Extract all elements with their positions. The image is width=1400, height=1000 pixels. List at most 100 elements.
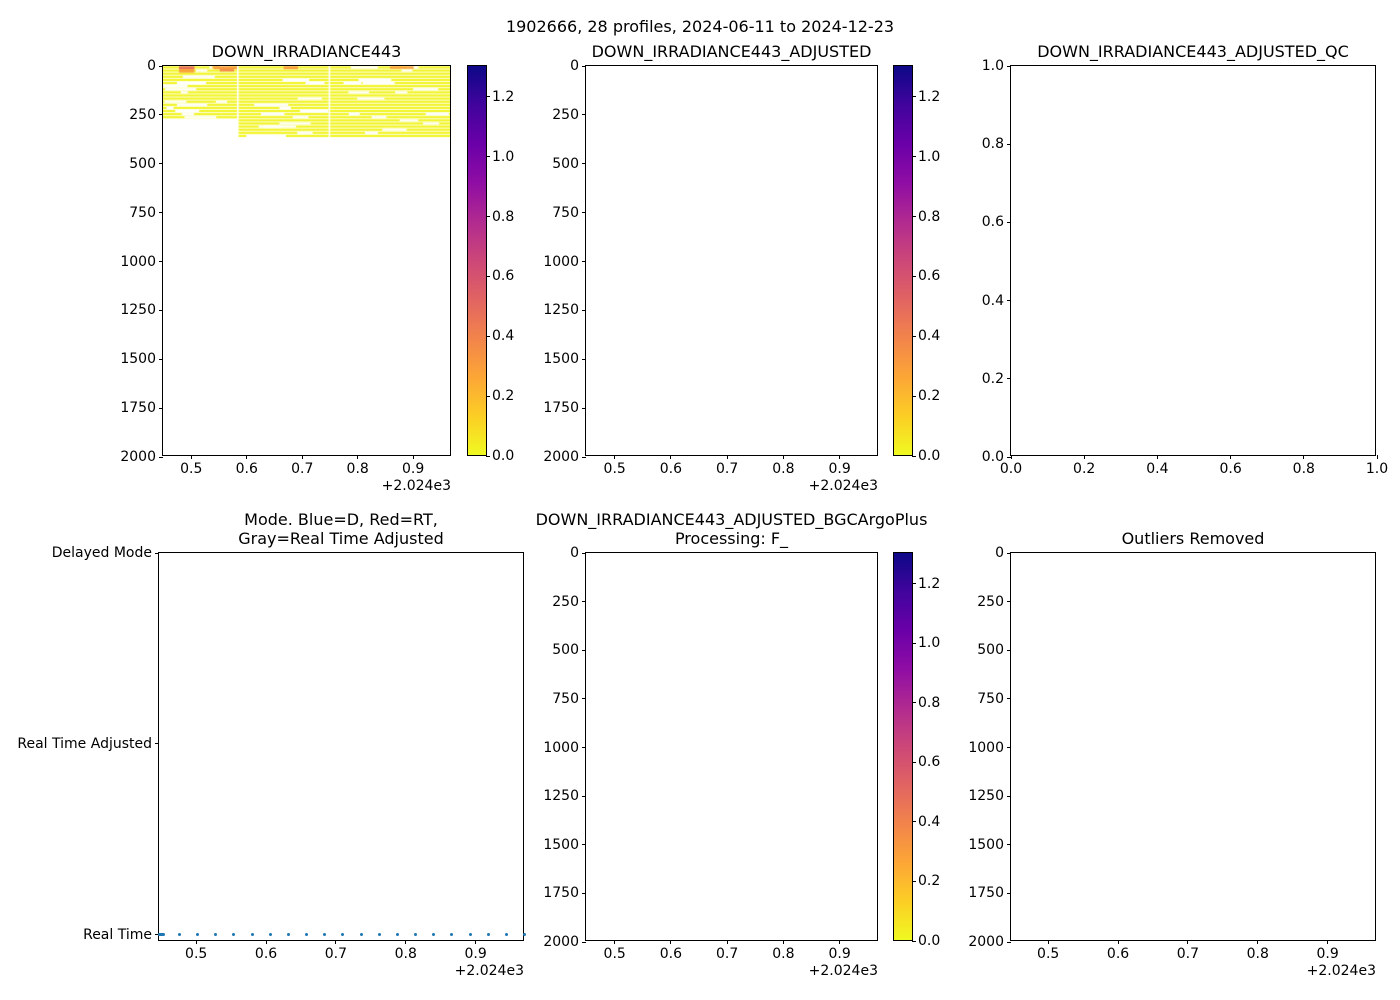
x-tick-mark bbox=[1230, 455, 1232, 459]
x-tick-label: 0.5 bbox=[603, 461, 626, 477]
y-tick-label: 1000 bbox=[543, 739, 579, 756]
colorbar-tick-mark bbox=[486, 395, 490, 397]
profile-mode-dot bbox=[359, 933, 363, 937]
x-tick-label: 0.9 bbox=[402, 461, 425, 477]
profile-mode-dot bbox=[286, 933, 290, 937]
x-tick-mark bbox=[412, 455, 414, 459]
x-tick-mark bbox=[1376, 455, 1378, 459]
panel-title-line: DOWN_IRRADIANCE443_ADJUSTED_QC bbox=[1037, 42, 1349, 61]
y-tick-label: 0.2 bbox=[981, 370, 1004, 387]
y-tick-label: 2000 bbox=[543, 934, 579, 950]
y-tick-label: 250 bbox=[552, 593, 579, 610]
colorbar-down-irradiance443-adjusted: 0.0 0.2 0.4 0.6 0.8 1.0 1.2 bbox=[893, 65, 940, 464]
y-tick-mark bbox=[582, 552, 586, 554]
profile-mode-dot bbox=[377, 933, 381, 937]
x-tick-label: 0.5 bbox=[185, 946, 208, 962]
x-tick-mark bbox=[1187, 940, 1189, 944]
y-tick-mark bbox=[1007, 941, 1011, 943]
profile-mode-dot bbox=[305, 933, 309, 937]
profile-mode-dot bbox=[232, 933, 236, 937]
y-tick-mark bbox=[582, 698, 586, 700]
irradiance-heatmap-canvas bbox=[163, 66, 450, 455]
panel-down-irradiance443-adjusted: DOWN_IRRADIANCE443_ADJUSTED 0.5 0.6 0.7 0.8… bbox=[543, 42, 878, 494]
colorbar-tick-label: 1.0 bbox=[918, 635, 941, 652]
y-tick-label: 1250 bbox=[968, 788, 1004, 805]
colorbar-tick-label: 0.8 bbox=[918, 694, 941, 711]
x-tick-label: 0.7 bbox=[716, 946, 739, 962]
x-tick-label: 0.6 bbox=[235, 461, 258, 477]
colorbar-tick-mark bbox=[912, 583, 916, 585]
profile-mode-dot bbox=[486, 933, 490, 937]
x-tick-mark bbox=[405, 940, 407, 944]
panel-title-line: DOWN_IRRADIANCE443_ADJUSTED bbox=[591, 42, 872, 61]
x-tick-label: 0.8 bbox=[346, 461, 369, 477]
panel-down-irradiance443: DOWN_IRRADIANCE443 0.5 0.6 0.7 0.8 0.9 +2.024… bbox=[120, 42, 451, 494]
colorbar-tick-label: 0.6 bbox=[492, 268, 515, 285]
y-tick-label: 2000 bbox=[968, 934, 1004, 950]
y-tick-mark bbox=[1007, 143, 1011, 145]
colorbar-tick-label: 0.8 bbox=[492, 208, 515, 225]
y-tick-mark bbox=[159, 261, 163, 262]
colorbar-tick-label: 1.0 bbox=[492, 148, 515, 165]
x-tick-mark bbox=[1117, 940, 1119, 944]
profile-mode-dot bbox=[250, 933, 254, 937]
colorbar-tick-label: 0.2 bbox=[918, 873, 941, 890]
x-tick-label: 0.9 bbox=[464, 946, 487, 962]
x-tick-label: 0.4 bbox=[1146, 461, 1169, 477]
y-tick-label: 0 bbox=[147, 58, 156, 74]
x-tick-label: 0.5 bbox=[1037, 946, 1060, 962]
y-tick-mark bbox=[1007, 65, 1011, 67]
x-tick-label: 0.5 bbox=[180, 461, 203, 477]
y-tick-label: 0 bbox=[995, 545, 1004, 561]
colorbar-tick-label: 1.0 bbox=[918, 148, 941, 165]
x-tick-label: 0.8 bbox=[394, 946, 417, 962]
y-tick-label: 500 bbox=[552, 642, 579, 659]
y-tick-label: 0.4 bbox=[981, 292, 1004, 309]
colorbar-tick-label: 1.2 bbox=[918, 575, 941, 592]
panel-title-line: Processing: F_ bbox=[674, 529, 789, 548]
panel-title-bgcargoplus-processing: DOWN_IRRADIANCE443_ADJUSTED_BGCArgoPlus … bbox=[536, 510, 928, 548]
x-tick-label: 0.6 bbox=[1106, 946, 1130, 962]
panel-title-mode: Mode. Blue=D, Red=RT, Gray=Real Time Adj… bbox=[238, 510, 444, 548]
y-tick-mark bbox=[1007, 601, 1011, 603]
y-tick-mark bbox=[582, 941, 586, 943]
colorbar-tick-mark bbox=[912, 821, 916, 823]
x-tick-label: 0.0 bbox=[999, 461, 1023, 477]
x-tick-label: 0.6 bbox=[254, 946, 278, 962]
panel-title-line: Gray=Real Time Adjusted bbox=[238, 529, 444, 548]
panel-outliers-removed: Outliers Removed 0.5 0.6 0.7 0.8 0.9 +2.024e3… bbox=[968, 529, 1376, 979]
profile-mode-dot bbox=[196, 933, 200, 937]
y-tick-mark bbox=[582, 601, 586, 603]
x-tick-label: 0.8 bbox=[772, 461, 795, 477]
x-tick-mark bbox=[1083, 455, 1085, 459]
y-tick-label: 1750 bbox=[543, 400, 579, 417]
x-tick-mark bbox=[726, 455, 728, 459]
profile-mode-dot bbox=[323, 933, 327, 937]
y-tick-mark bbox=[1007, 698, 1011, 700]
y-tick-mark bbox=[1007, 221, 1011, 223]
colorbar-tick-mark bbox=[912, 880, 916, 882]
y-tick-mark bbox=[155, 934, 159, 936]
y-tick-mark bbox=[582, 407, 586, 409]
y-tick-mark bbox=[159, 65, 163, 67]
y-tick-label: 750 bbox=[552, 204, 579, 221]
profile-mode-dot bbox=[161, 933, 165, 937]
x-tick-label: 0.9 bbox=[828, 461, 851, 477]
y-tick-mark bbox=[1007, 892, 1011, 894]
y-tick-label: 0.6 bbox=[981, 214, 1004, 231]
x-tick-mark bbox=[1156, 455, 1158, 459]
x-tick-mark bbox=[782, 455, 784, 459]
x-tick-mark bbox=[265, 940, 267, 944]
y-tick-label: 0 bbox=[570, 58, 579, 74]
colorbar-tick-mark bbox=[912, 395, 916, 397]
y-tick-label: Real Time bbox=[83, 926, 152, 943]
colorbar-tick-label: 0.2 bbox=[918, 388, 941, 405]
x-tick-label: 1.0 bbox=[1365, 461, 1389, 477]
x-tick-label: 0.2 bbox=[1073, 461, 1096, 477]
colorbar-tick-mark bbox=[912, 702, 916, 704]
y-tick-label: 250 bbox=[552, 106, 579, 123]
y-tick-mark bbox=[159, 114, 163, 116]
x-tick-mark bbox=[614, 940, 616, 944]
y-tick-mark bbox=[159, 358, 163, 360]
profile-mode-dot bbox=[468, 933, 472, 937]
